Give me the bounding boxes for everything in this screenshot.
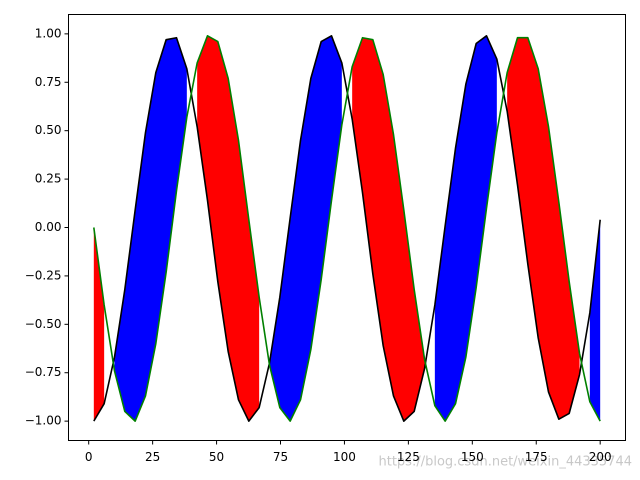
y-tick-label: −1.00 <box>25 414 62 428</box>
x-tick-label: 0 <box>85 450 93 464</box>
x-tick-label: 75 <box>273 450 288 464</box>
x-tick-label: 200 <box>589 450 612 464</box>
x-tick-label: 125 <box>397 450 420 464</box>
y-tick-label: 0.25 <box>35 172 62 186</box>
fill-region <box>434 35 497 422</box>
fill-region <box>269 35 342 422</box>
y-tick-label: −0.50 <box>25 317 62 331</box>
fill-region <box>589 219 601 422</box>
x-tick-label: 150 <box>461 450 484 464</box>
watermark: https://blog.csdn.net/weixin_44335744 <box>378 455 632 470</box>
y-tick-label: −0.25 <box>25 268 62 282</box>
fill-region <box>352 37 425 422</box>
fill-region <box>507 37 580 420</box>
x-tick-label: 100 <box>333 450 356 464</box>
y-tick-label: −0.75 <box>25 365 62 379</box>
x-tick-label: 25 <box>145 450 160 464</box>
fill-region <box>114 37 187 422</box>
y-tick-label: 1.00 <box>35 26 62 40</box>
fill-region <box>197 35 260 422</box>
x-tick-label: 175 <box>525 450 548 464</box>
y-tick-label: 0.75 <box>35 75 62 89</box>
y-tick-label: 0.50 <box>35 123 62 137</box>
x-tick-label: 50 <box>209 450 224 464</box>
line <box>93 35 601 422</box>
line <box>93 35 601 422</box>
y-tick-label: 0.00 <box>35 220 62 234</box>
plot-area <box>93 35 601 422</box>
fill-region <box>93 227 105 422</box>
